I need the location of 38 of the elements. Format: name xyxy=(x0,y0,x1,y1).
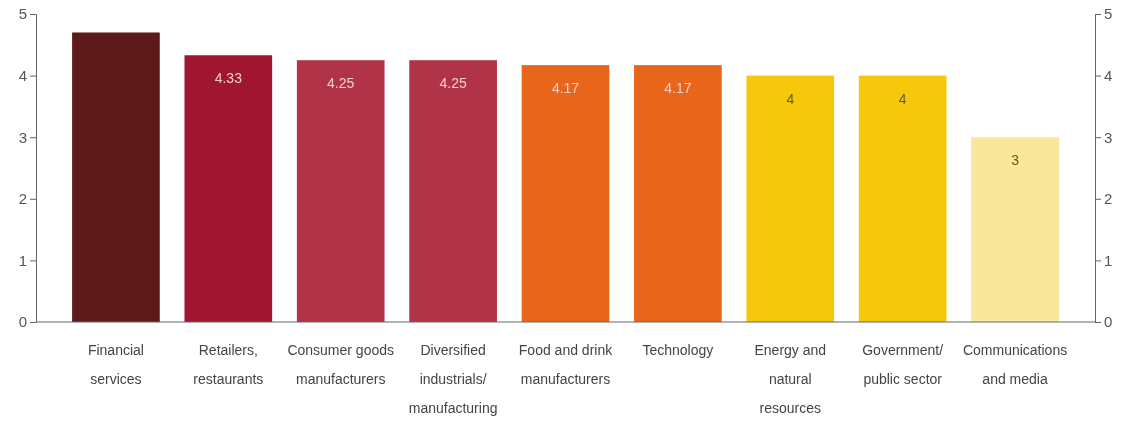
data-label: 4 xyxy=(898,90,907,107)
bar xyxy=(746,75,835,322)
bar xyxy=(858,75,947,322)
bar xyxy=(72,32,160,322)
y2-tick-label: 1 xyxy=(1104,251,1113,269)
y-tick-label: 2 xyxy=(18,190,27,208)
bar xyxy=(634,65,722,322)
y-tick-label: 0 xyxy=(18,313,27,331)
data-label: 4.33 xyxy=(214,70,243,87)
bar xyxy=(521,65,610,322)
x-tick-label: Diversified industrials/ manufacturing xyxy=(408,342,498,416)
x-tick-label: Energy and natural resources xyxy=(754,342,827,416)
bar xyxy=(971,137,1059,322)
y2-tick-label: 5 xyxy=(1104,5,1113,23)
x-tick-label: Government/ public sector xyxy=(862,342,944,387)
y-tick-label: 4 xyxy=(18,66,27,84)
y2-tick-label: 3 xyxy=(1104,128,1113,146)
x-tick-label: Consumer goods manufacturers xyxy=(287,342,395,387)
data-label: 3 xyxy=(1011,152,1020,169)
bar xyxy=(296,60,385,322)
x-tick-label: Retailers, restaurants xyxy=(193,342,264,387)
y2-tick-label: 4 xyxy=(1104,66,1113,84)
y-tick-label: 3 xyxy=(18,128,27,146)
x-tick-label: Technology xyxy=(642,342,714,358)
y-tick-label: 1 xyxy=(18,251,27,269)
data-label: 4.25 xyxy=(327,75,355,92)
x-tick-label: Food and drink manufacturers xyxy=(518,342,614,387)
bar xyxy=(409,60,497,322)
data-label: 4 xyxy=(786,90,795,107)
data-label: 4.17 xyxy=(551,80,580,97)
x-tick-label: Financial services xyxy=(87,342,144,387)
x-tick-label: Communications and media xyxy=(962,342,1068,387)
data-label: 4.25 xyxy=(439,75,467,92)
y2-tick-label: 2 xyxy=(1104,190,1113,208)
data-label: 4.17 xyxy=(664,80,692,97)
y-tick-label: 5 xyxy=(18,5,27,23)
bar xyxy=(184,55,273,322)
y2-tick-label: 0 xyxy=(1104,313,1113,331)
